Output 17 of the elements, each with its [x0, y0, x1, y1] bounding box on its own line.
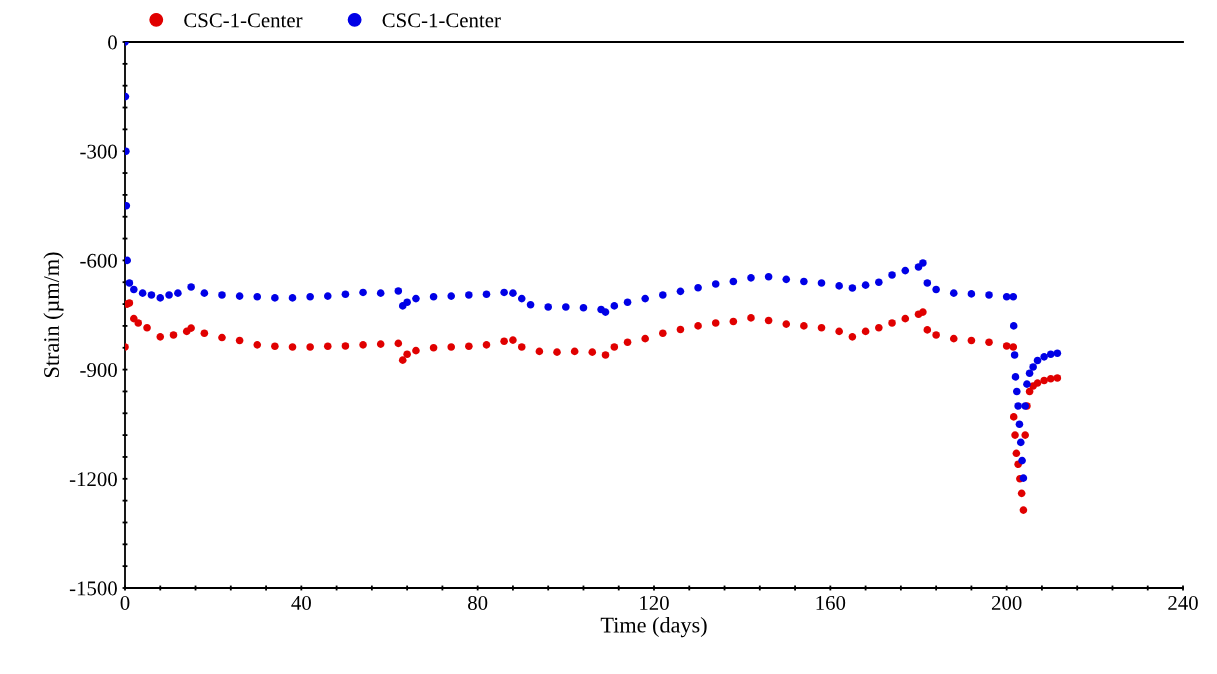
legend-label: CSC-1-Center — [184, 13, 303, 28]
x-tick-label: 160 — [816, 595, 846, 610]
x-tick-label: 80 — [468, 595, 488, 610]
y-tick-label: -900 — [80, 362, 117, 378]
y-tick-label: -1200 — [69, 472, 117, 487]
x-tick-label: 40 — [291, 595, 311, 610]
y-tick-label: -600 — [80, 253, 117, 268]
x-tick-label: 120 — [640, 595, 669, 610]
x-tick-label: 240 — [1168, 595, 1198, 610]
y-tick-label: -300 — [80, 144, 117, 159]
y-tick-label: 0 — [108, 35, 117, 50]
x-tick-label: 0 — [120, 595, 130, 610]
y-axis-title: Strain (µm/m) — [43, 252, 64, 378]
x-tick-label: 200 — [991, 595, 1022, 610]
legend-label: CSC-1-Center — [382, 13, 501, 28]
y-tick-label: -1500 — [69, 581, 117, 596]
x-axis-title: Time (days) — [600, 616, 707, 638]
